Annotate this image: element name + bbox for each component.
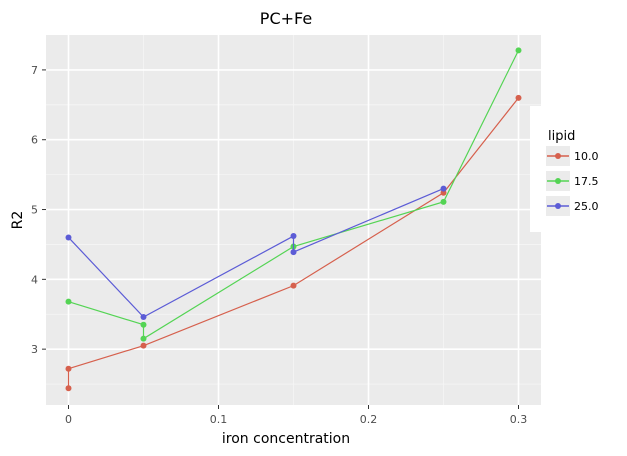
legend: lipid 10.0 17.5 25.0 <box>530 106 620 232</box>
data-point <box>65 365 72 372</box>
data-point <box>140 342 147 349</box>
data-point <box>290 249 297 256</box>
data-point <box>440 185 447 192</box>
data-point <box>140 321 147 328</box>
series-25.0 <box>65 185 447 321</box>
legend-label: 10.0 <box>574 150 599 163</box>
data-point <box>65 298 72 305</box>
data-point <box>65 234 72 241</box>
legend-item: 17.5 <box>546 171 599 191</box>
y-tick-label: 7 <box>31 64 38 77</box>
data-point <box>290 233 297 240</box>
chart-title: PC+Fe <box>260 9 312 28</box>
y-tick-label: 5 <box>31 204 38 217</box>
legend-key-point <box>555 203 561 209</box>
y-axis-title: R2 <box>10 211 26 230</box>
data-point <box>140 314 147 321</box>
data-point <box>515 94 522 101</box>
legend-items: 10.0 17.5 25.0 <box>546 146 599 216</box>
legend-key-point <box>555 178 561 184</box>
data-point <box>290 282 297 289</box>
y-axis-ticks: 3 4 5 6 7 <box>31 64 46 356</box>
x-axis-title: iron concentration <box>222 431 350 447</box>
legend-label: 25.0 <box>574 200 599 213</box>
series-layer <box>65 47 522 392</box>
data-point <box>65 385 72 392</box>
x-axis-ticks: 0 0.1 0.2 0.3 <box>65 405 527 426</box>
legend-item: 10.0 <box>546 146 599 166</box>
legend-key-point <box>555 153 561 159</box>
x-tick-label: 0.1 <box>210 413 228 426</box>
x-tick-label: 0 <box>65 413 72 426</box>
series-line <box>68 50 520 340</box>
x-tick-label: 0.3 <box>510 413 528 426</box>
y-tick-label: 4 <box>31 273 38 286</box>
legend-label: 17.5 <box>574 175 599 188</box>
y-tick-label: 6 <box>31 134 38 147</box>
x-tick-label: 0.2 <box>360 413 378 426</box>
data-point <box>440 198 447 205</box>
data-point <box>440 189 447 196</box>
legend-item: 25.0 <box>546 196 599 216</box>
data-point <box>515 47 522 54</box>
y-tick-label: 3 <box>31 343 38 356</box>
data-point <box>140 335 147 342</box>
legend-box <box>530 106 620 232</box>
legend-title: lipid <box>548 129 575 144</box>
series-17.5 <box>65 47 522 342</box>
